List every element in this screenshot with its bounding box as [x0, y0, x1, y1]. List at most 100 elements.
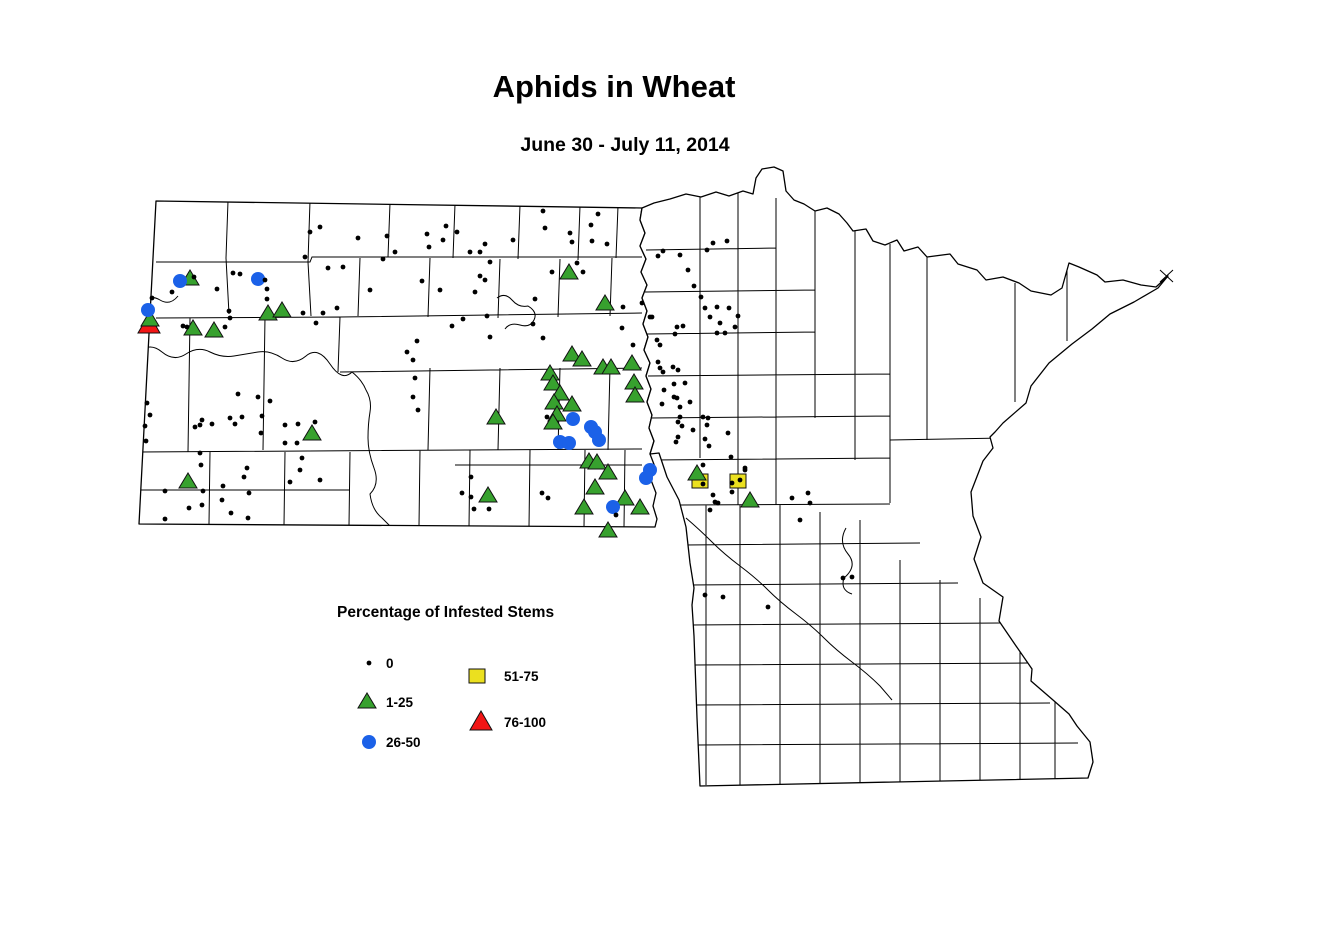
marker-0 — [144, 400, 150, 406]
marker-1-25 — [574, 498, 594, 515]
marker-0 — [659, 401, 665, 407]
marker-0 — [679, 423, 685, 429]
marker-26-50 — [141, 303, 155, 317]
marker-0 — [588, 222, 594, 228]
marker-1-25 — [625, 386, 645, 403]
marker-0 — [468, 494, 474, 500]
marker-0 — [691, 283, 697, 289]
marker-0 — [320, 310, 326, 316]
marker-0 — [222, 324, 228, 330]
marker-0 — [239, 414, 245, 420]
marker-0 — [199, 417, 205, 423]
marker-0 — [262, 277, 268, 283]
marker-0 — [702, 592, 708, 598]
marker-0 — [655, 359, 661, 365]
legend-swatch-triangle-icon — [357, 692, 377, 709]
marker-1-25 — [302, 424, 322, 441]
marker-0 — [510, 237, 516, 243]
marker-0 — [302, 254, 308, 260]
marker-1-25 — [740, 491, 760, 508]
marker-0 — [649, 314, 655, 320]
marker-0 — [424, 231, 430, 237]
marker-0 — [255, 394, 261, 400]
marker-0 — [443, 223, 449, 229]
marker-0 — [675, 434, 681, 440]
marker-0 — [230, 270, 236, 276]
marker-0 — [200, 488, 206, 494]
marker-0 — [244, 465, 250, 471]
marker-0 — [704, 247, 710, 253]
marker-0 — [228, 510, 234, 516]
marker-0 — [729, 489, 735, 495]
marker-0 — [477, 249, 483, 255]
legend-swatch-circle-icon — [362, 735, 376, 749]
marker-0 — [660, 369, 666, 375]
marker-0 — [142, 423, 148, 429]
marker-1-25 — [559, 263, 579, 280]
marker-0 — [674, 324, 680, 330]
marker-1-25 — [595, 294, 615, 311]
marker-0 — [682, 380, 688, 386]
marker-0 — [685, 267, 691, 273]
marker-0 — [589, 238, 595, 244]
marker-0 — [654, 337, 660, 343]
marker-0 — [735, 313, 741, 319]
pigeon-point-tick — [1159, 269, 1174, 283]
marker-0 — [198, 462, 204, 468]
marker-1-25 — [587, 453, 607, 470]
marker-0 — [671, 381, 677, 387]
marker-0 — [199, 502, 205, 508]
marker-0 — [487, 334, 493, 340]
marker-0 — [264, 286, 270, 292]
marker-0 — [258, 430, 264, 436]
marker-0 — [673, 439, 679, 445]
marker-1-25 — [486, 408, 506, 425]
legend-swatch-square-icon — [468, 668, 486, 684]
marker-0 — [192, 424, 198, 430]
marker-0 — [414, 338, 420, 344]
marker-0 — [613, 512, 619, 518]
marker-0 — [655, 253, 661, 259]
marker-0 — [460, 316, 466, 322]
marker-0 — [227, 415, 233, 421]
marker-0 — [849, 574, 855, 580]
marker-0 — [725, 430, 731, 436]
marker-0 — [595, 211, 601, 217]
marker-0 — [410, 394, 416, 400]
marker-26-50 — [562, 436, 576, 450]
marker-0 — [232, 421, 238, 427]
marker-0 — [477, 273, 483, 279]
marker-0 — [214, 286, 220, 292]
marker-0 — [677, 404, 683, 410]
marker-0 — [482, 241, 488, 247]
marker-0 — [687, 399, 693, 405]
marker-0 — [454, 229, 460, 235]
legend-label-51-75: 51-75 — [504, 669, 539, 684]
marker-0 — [143, 438, 149, 444]
marker-0 — [295, 421, 301, 427]
north-dakota-counties — [139, 201, 643, 527]
marker-0 — [530, 321, 536, 327]
marker-0 — [660, 248, 666, 254]
marker-0 — [672, 331, 678, 337]
page-subtitle: June 30 - July 11, 2014 — [520, 134, 729, 156]
marker-0 — [484, 313, 490, 319]
marker-0 — [482, 277, 488, 283]
marker-1-25 — [615, 489, 635, 506]
marker-0 — [415, 407, 421, 413]
marker-0 — [704, 422, 710, 428]
marker-0 — [657, 342, 663, 348]
marker-1-25 — [572, 350, 592, 367]
marker-0 — [334, 305, 340, 311]
legend-title: Percentage of Infested Stems — [337, 604, 554, 621]
marker-0 — [680, 323, 686, 329]
marker-0 — [580, 269, 586, 275]
marker-0 — [732, 324, 738, 330]
marker-0 — [299, 455, 305, 461]
marker-0 — [404, 349, 410, 355]
marker-1-25 — [598, 521, 618, 538]
marker-0 — [325, 265, 331, 271]
marker-0 — [765, 604, 771, 610]
marker-0 — [392, 249, 398, 255]
